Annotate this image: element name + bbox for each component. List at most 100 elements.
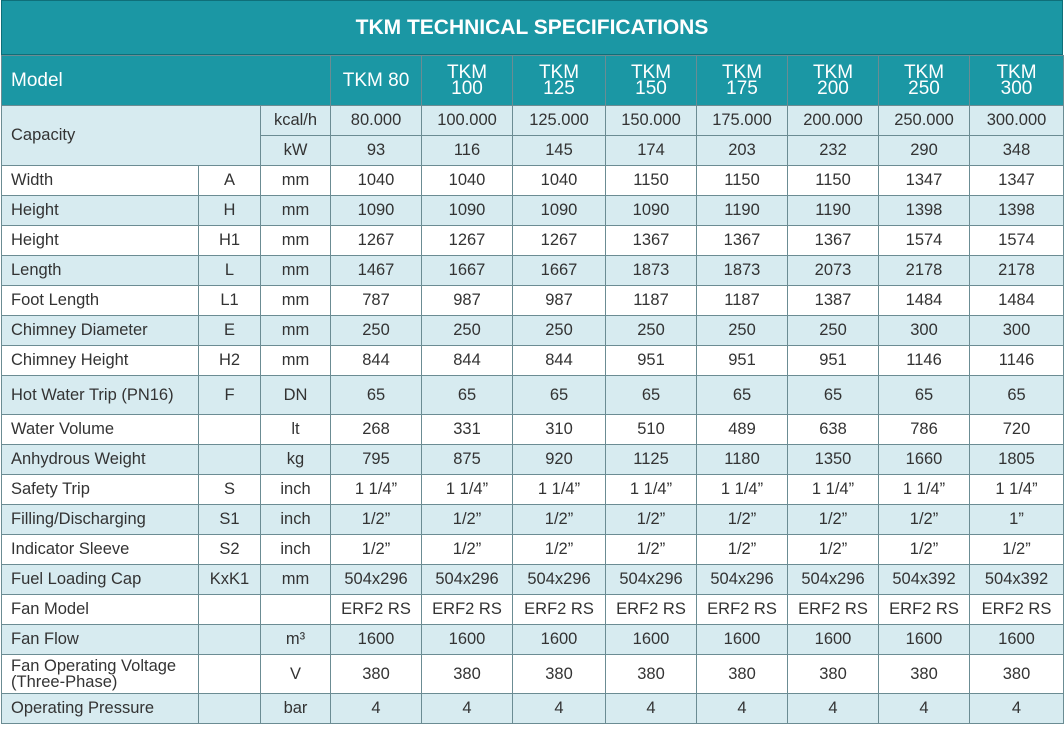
- row-label: Height: [1, 195, 199, 226]
- row-label-text: Fan Flow: [11, 630, 79, 648]
- table-row: Fuel Loading Cap KxK1 mm 504x296 504x296 504x…: [1, 564, 1064, 595]
- row-label-text: Fan Model: [11, 600, 89, 618]
- value-cell: 1574: [878, 225, 971, 256]
- value-cell: 4: [878, 693, 971, 724]
- value-cell: 1350: [787, 444, 880, 475]
- value-cell: 1267: [421, 225, 514, 256]
- symbol-cell: S1: [198, 504, 261, 535]
- unit-cell: mm: [259, 255, 332, 286]
- value-cell: 1600: [878, 624, 971, 655]
- row-label: Fan Operating Voltage (Three-Phase): [1, 654, 199, 694]
- value-cell: 504x296: [605, 564, 698, 595]
- value-cell: 1090: [330, 195, 423, 226]
- value-cell: 1600: [787, 624, 880, 655]
- value-cell: 65: [969, 375, 1064, 415]
- symbol-cell: S: [198, 474, 261, 505]
- value-cell: 1180: [696, 444, 789, 475]
- value-cell: 1600: [330, 624, 423, 655]
- value-cell: 1667: [421, 255, 514, 286]
- table-row: Hot Water Trip (PN16) F DN 65 65 65 65 65 65 65 65: [1, 375, 1064, 415]
- value-cell: 1190: [787, 195, 880, 226]
- value-cell: 1040: [512, 165, 607, 196]
- value-cell: 1367: [605, 225, 698, 256]
- value-cell: 250: [787, 315, 880, 346]
- value-cell: 1/2”: [696, 504, 789, 535]
- model-name-line1: TKM: [630, 61, 672, 83]
- value-cell: 65: [330, 375, 423, 415]
- value-cell: 1574: [969, 225, 1064, 256]
- value-cell: 504x296: [512, 564, 607, 595]
- value-cell: 1805: [969, 444, 1064, 475]
- value-cell: 1150: [605, 165, 698, 196]
- table-row: Water Volume lt 268 331 310 510 489 638 786 720: [1, 414, 1064, 445]
- value-cell: 1090: [512, 195, 607, 226]
- value-cell: ERF2 RS: [696, 594, 789, 625]
- value-cell: 1090: [605, 195, 698, 226]
- row-label: Water Volume: [1, 414, 199, 445]
- value-cell: 951: [605, 345, 698, 376]
- row-label-text: Height: [11, 231, 59, 249]
- value-cell: 268: [330, 414, 423, 445]
- value-cell: 786: [878, 414, 971, 445]
- value-cell: 300.000: [969, 105, 1064, 136]
- value-cell: 380: [421, 654, 514, 694]
- value-cell: 638: [787, 414, 880, 445]
- table-row: Chimney Height H2 mm 844 844 844 951 951 951 1146…: [1, 345, 1064, 376]
- table-title: TKM TECHNICAL SPECIFICATIONS: [1, 0, 1063, 55]
- model-name-line2: 125: [543, 77, 575, 99]
- value-cell: 1150: [696, 165, 789, 196]
- value-cell: 844: [330, 345, 423, 376]
- value-cell: 1/2”: [512, 534, 607, 565]
- value-cell: 504x392: [969, 564, 1064, 595]
- row-label: Capacity: [1, 105, 261, 166]
- value-cell: 380: [605, 654, 698, 694]
- model-name-line2: 100: [451, 77, 483, 99]
- value-cell: 1187: [696, 285, 789, 316]
- value-cell: 100.000: [421, 105, 514, 136]
- row-label: Width: [1, 165, 199, 196]
- row-label-text: Water Volume: [11, 420, 115, 438]
- unit-cell: m³: [259, 624, 332, 655]
- row-label-text: Chimney Diameter: [11, 321, 148, 339]
- value-cell: 1347: [969, 165, 1064, 196]
- model-header-cell: TKM 300: [969, 55, 1064, 106]
- value-cell: 250: [421, 315, 514, 346]
- value-cell: 844: [512, 345, 607, 376]
- value-cell: 1600: [421, 624, 514, 655]
- value-cell: 1387: [787, 285, 880, 316]
- value-cell: 1667: [512, 255, 607, 286]
- spec-sheet: TKM TECHNICAL SPECIFICATIONS Model TKM 80…: [0, 0, 1064, 724]
- value-cell: 4: [787, 693, 880, 724]
- value-cell: 4: [969, 693, 1064, 724]
- unit-cell: inch: [259, 474, 332, 505]
- value-cell: ERF2 RS: [878, 594, 971, 625]
- symbol-cell: H1: [198, 225, 261, 256]
- value-cell: 504x392: [878, 564, 971, 595]
- symbol-cell: S2: [198, 534, 261, 565]
- row-label: Indicator Sleeve: [1, 534, 199, 565]
- row-label-text: Height: [11, 201, 59, 219]
- row-label-text: Width: [11, 171, 54, 189]
- unit-cell: mm: [259, 345, 332, 376]
- table-row: Fan Model ERF2 RS ERF2 RS ERF2 RS ERF2 RS ERF…: [1, 594, 1064, 625]
- symbol-cell: [198, 444, 261, 475]
- row-label: Fan Model: [1, 594, 199, 625]
- model-label: Model: [0, 55, 332, 106]
- value-cell: 1/2”: [787, 504, 880, 535]
- value-cell: 250.000: [878, 105, 971, 136]
- value-cell: 1 1/4”: [878, 474, 971, 505]
- value-cell: 348: [969, 135, 1064, 166]
- value-cell: ERF2 RS: [512, 594, 607, 625]
- row-label-text: Anhydrous Weight: [11, 450, 146, 468]
- symbol-cell: E: [198, 315, 261, 346]
- value-cell: 380: [969, 654, 1064, 694]
- model-name-line1: TKM: [996, 61, 1037, 83]
- value-cell: 4: [330, 693, 423, 724]
- value-cell: 331: [421, 414, 514, 445]
- row-label-text: Filling/Discharging: [11, 510, 146, 528]
- value-cell: 250: [512, 315, 607, 346]
- value-cell: 174: [605, 135, 698, 166]
- value-cell: 1484: [878, 285, 971, 316]
- table-row: kW 93 116 145 174 203 232 290 348: [2, 135, 1064, 166]
- model-name-line2: 200: [817, 77, 849, 99]
